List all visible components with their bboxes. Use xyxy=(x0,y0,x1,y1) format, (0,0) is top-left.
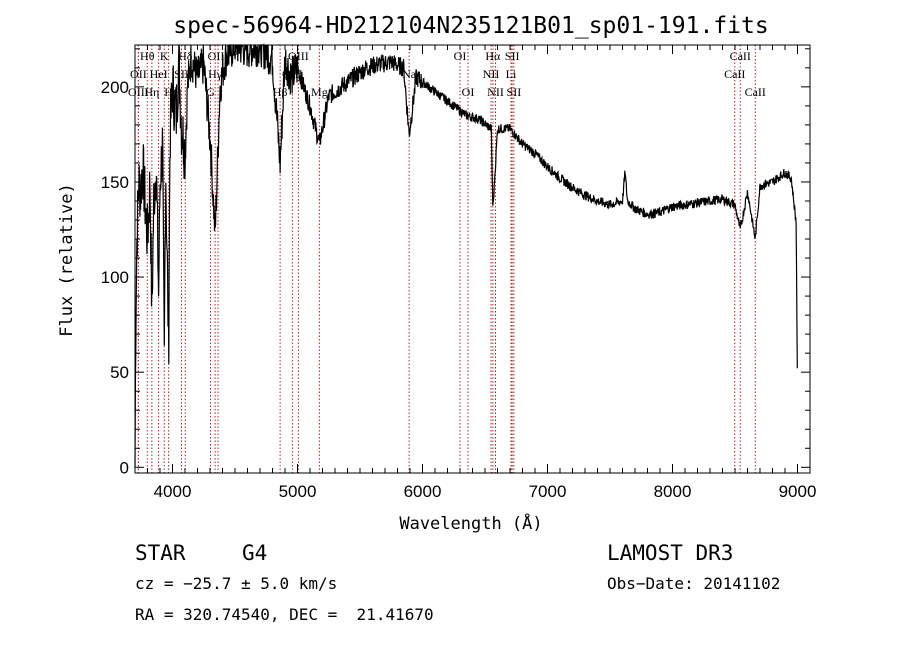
line-label: H xyxy=(164,85,173,99)
x-tick-label: 4000 xyxy=(154,482,192,501)
x-tick-label: 6000 xyxy=(404,482,442,501)
plot-frame xyxy=(134,44,811,474)
line-label: OI xyxy=(462,85,475,99)
coordinates: RA = 320.74540, DEC = 21.41670 xyxy=(135,605,434,624)
line-label: OIII xyxy=(128,85,149,99)
object-class: STAR xyxy=(135,541,186,565)
line-label: NII xyxy=(483,67,500,81)
line-label: Hα xyxy=(485,49,501,63)
y-tick-label: 200 xyxy=(101,78,129,97)
line-label: OII xyxy=(130,67,147,81)
line-label: HeI xyxy=(150,67,168,81)
emission-line-markers xyxy=(137,45,756,473)
x-axis-ticks: 4000 5000 6000 7000 8000 9000 xyxy=(134,45,817,501)
line-label: Hδ xyxy=(178,49,193,63)
redshift-value: cz = −25.7 ± 5.0 km/s xyxy=(135,574,337,593)
line-label: OI xyxy=(454,49,467,63)
spectrum-line xyxy=(134,42,798,468)
x-tick-label: 7000 xyxy=(529,482,567,501)
y-tick-label: 150 xyxy=(101,173,129,192)
line-label: Na xyxy=(402,67,417,81)
line-label: Hγ xyxy=(208,67,223,81)
x-tick-label: 8000 xyxy=(654,482,692,501)
line-label: OIII xyxy=(288,49,309,63)
line-label: Mg xyxy=(311,85,328,99)
y-axis-ticks: 0 50 100 150 200 xyxy=(101,48,810,477)
line-label: CaII xyxy=(745,85,766,99)
y-tick-label: 50 xyxy=(110,363,129,382)
observation-date: Obs−Date: 20141102 xyxy=(607,574,780,593)
object-subclass: G4 xyxy=(242,541,267,565)
line-label: Li xyxy=(506,67,517,81)
y-tick-label: 0 xyxy=(120,458,129,477)
line-label: SII xyxy=(507,85,522,99)
line-label: G xyxy=(206,85,215,99)
line-label: Hθ xyxy=(140,49,155,63)
x-tick-label: 9000 xyxy=(779,482,817,501)
x-tick-label: 5000 xyxy=(279,482,317,501)
line-label: Hη xyxy=(144,85,159,99)
survey-name: LAMOST DR3 xyxy=(607,541,733,565)
line-label: K xyxy=(160,49,169,63)
x-axis-label: Wavelength (Å) xyxy=(399,512,542,534)
y-tick-label: 100 xyxy=(101,268,129,287)
line-label: NII xyxy=(487,85,504,99)
line-label: CaII xyxy=(724,67,745,81)
chart-title: spec-56964-HD212104N235121B01_sp01-191.f… xyxy=(173,13,768,39)
line-label: SII xyxy=(505,49,520,63)
line-label: CaII xyxy=(730,49,751,63)
line-label: SII xyxy=(174,67,189,81)
y-axis-label: Flux (relative) xyxy=(57,183,77,337)
